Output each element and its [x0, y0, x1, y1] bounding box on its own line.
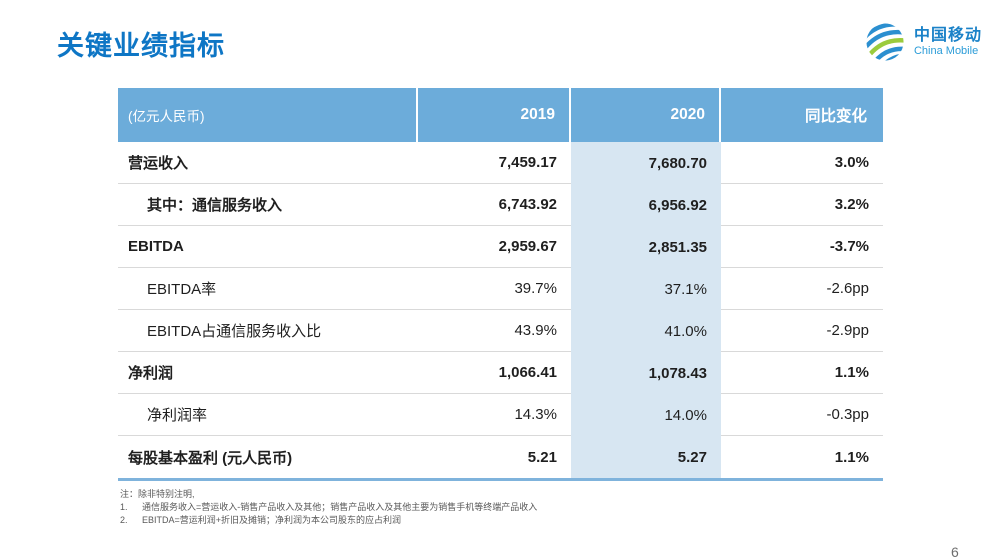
- row-label: EBITDA率: [118, 268, 420, 310]
- logo-text: 中国移动 China Mobile: [914, 27, 982, 57]
- row-label: 每股基本盈利 (元人民币): [128, 449, 293, 467]
- cell-2019: 2,959.67: [420, 226, 571, 268]
- row-label: 营运收入: [118, 142, 420, 184]
- table-body: 营运收入 7,459.17 7,680.70 3.0% 其中：通信服务收入 6,…: [118, 142, 883, 481]
- logo-name-cn: 中国移动: [913, 27, 982, 45]
- footnote-item: 1. 通信服务收入=营运收入-销售产品收入及其他；销售产品收入及其他主要为销售手…: [120, 501, 537, 514]
- header-col-2020: 2020: [571, 88, 721, 142]
- cell-change: -2.6pp: [721, 268, 883, 310]
- cell-2019: 6,743.92: [420, 184, 571, 226]
- table-row: 净利润率 14.3% 14.0% -0.3pp: [118, 394, 883, 436]
- cell-2019: 39.7%: [420, 268, 571, 310]
- page-number: 6: [951, 544, 959, 559]
- table-row: EBITDA占通信服务收入比 43.9% 41.0% -2.9pp: [118, 310, 883, 352]
- cell-2020: 6,956.92: [571, 184, 721, 226]
- page-title: 关键业绩指标: [57, 31, 225, 61]
- table-row: EBITDA率 39.7% 37.1% -2.6pp: [118, 268, 883, 310]
- row-label: 净利润: [118, 352, 420, 394]
- cell-2020: 2,851.35: [571, 226, 721, 268]
- cell-2019: 14.3%: [420, 394, 571, 436]
- china-mobile-swirl-icon: [866, 23, 904, 61]
- cell-2020: 14.0%: [571, 394, 721, 436]
- cell-2020: 1,078.43: [571, 352, 721, 394]
- cell-2020: 37.1%: [571, 268, 721, 310]
- table-row: 其中：通信服务收入 6,743.92 6,956.92 3.2%: [118, 184, 883, 226]
- cell-2020: 7,680.70: [571, 142, 721, 184]
- row-label: EBITDA占通信服务收入比: [118, 310, 420, 352]
- table-header: (亿元人民币) 2019 2020 同比变化: [118, 88, 883, 142]
- table-row: 每股基本盈利 (元人民币) 5.21 5.27 1.1%: [118, 436, 883, 478]
- cell-change: 1.1%: [834, 448, 869, 466]
- footnotes: 注：除非特别注明, 1. 通信服务收入=营运收入-销售产品收入及其他；销售产品收…: [120, 488, 537, 527]
- cell-change: 3.2%: [721, 184, 883, 226]
- table-row: EBITDA 2,959.67 2,851.35 -3.7%: [118, 226, 883, 268]
- row-label: 净利润率: [118, 394, 420, 436]
- cell-change: 1.1%: [721, 352, 883, 394]
- cell-2020: 5.27: [571, 436, 721, 478]
- logo-name-en: China Mobile: [913, 44, 979, 57]
- footnote-number: 1.: [120, 502, 128, 513]
- header-col-change: 同比变化: [804, 108, 867, 125]
- row-label: 其中：通信服务收入: [118, 184, 420, 226]
- table-row: 营运收入 7,459.17 7,680.70 3.0%: [118, 142, 883, 184]
- cell-change: 3.0%: [721, 142, 883, 184]
- header-unit-label: (亿元人民币): [118, 88, 418, 142]
- cell-change: -0.3pp: [721, 394, 883, 436]
- row-label: EBITDA: [118, 226, 420, 268]
- footnote-intro: 注：除非特别注明,: [120, 489, 195, 499]
- header-col-2019: 2019: [418, 88, 571, 142]
- footnote-number: 2.: [120, 515, 128, 526]
- cell-2019: 43.9%: [420, 310, 571, 352]
- kpi-table: (亿元人民币) 2019 2020 同比变化 营运收入 7,459.17 7,6…: [118, 88, 883, 481]
- footnote-text: 通信服务收入=营运收入-销售产品收入及其他；销售产品收入及其他主要为销售手机等终…: [142, 502, 538, 513]
- cell-2019: 5.21: [527, 448, 557, 466]
- cell-2020: 41.0%: [571, 310, 721, 352]
- footnote-item: 2. EBITDA=营运利润+折旧及摊销；净利润为本公司股东的应占利润: [120, 514, 537, 527]
- cell-change: -2.9pp: [721, 310, 883, 352]
- table-row: 净利润 1,066.41 1,078.43 1.1%: [118, 352, 883, 394]
- footnote-text: EBITDA=营运利润+折旧及摊销；净利润为本公司股东的应占利润: [142, 515, 402, 526]
- cell-2019: 1,066.41: [420, 352, 571, 394]
- china-mobile-logo: 中国移动 China Mobile: [863, 20, 982, 64]
- cell-2019: 7,459.17: [420, 142, 571, 184]
- cell-change: -3.7%: [721, 226, 883, 268]
